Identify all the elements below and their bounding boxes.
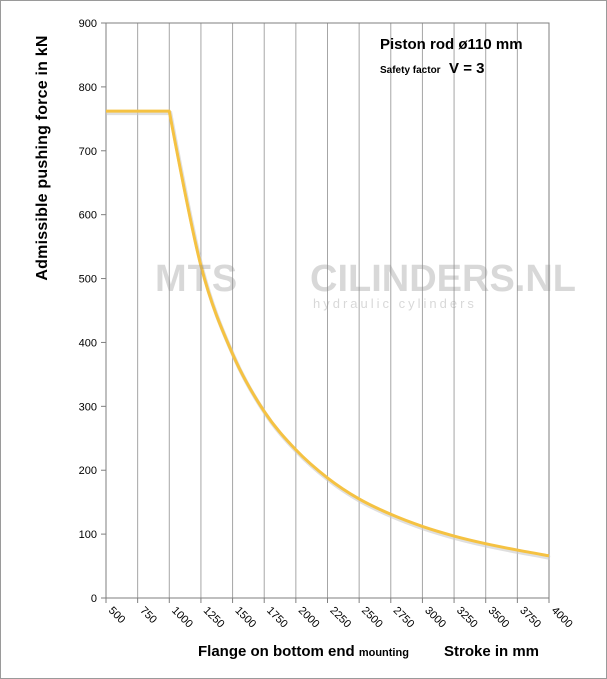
x-tick-label-750: 750 [138,605,159,626]
x-axis-title-left: Flange on bottom end mounting [198,643,409,660]
y-tick-label-0: 0 [91,593,97,605]
safety-factor: Safety factor V = 3 [380,60,484,78]
y-tick-label-700: 700 [79,146,97,158]
chart-title: Piston rod ø110 mm [380,36,523,53]
series-line-0 [106,109,550,558]
safety-factor-value: V = 3 [449,60,485,77]
y-tick-label-900: 900 [79,18,97,30]
x-tick-label-2750: 2750 [391,605,417,631]
x-tick-label-2000: 2000 [296,605,322,631]
x-tick-label-1750: 1750 [264,605,290,631]
x-tick-label-3000: 3000 [422,605,448,631]
y-tick-label-500: 500 [79,274,97,286]
y-tick-label-300: 300 [79,401,97,413]
x-axis-title-main: Flange on bottom end [198,643,355,660]
x-tick-label-2500: 2500 [359,605,385,631]
y-axis-title: Admissible pushing force in kN [34,35,51,281]
series-line-shadow-0 [107,111,551,560]
x-axis-title-small: mounting [358,647,409,659]
y-tick-label-600: 600 [79,210,97,222]
y-tick-label-800: 800 [79,82,97,94]
safety-factor-label: Safety factor [380,65,441,76]
x-tick-label-1250: 1250 [201,605,227,631]
y-tick-label-200: 200 [79,465,97,477]
x-tick-label-4000: 4000 [549,605,575,631]
x-tick-label-1000: 1000 [169,605,195,631]
x-tick-label-3750: 3750 [517,605,543,631]
y-tick-label-400: 400 [79,337,97,349]
x-tick-label-500: 500 [106,605,127,626]
x-tick-label-3250: 3250 [454,605,480,631]
x-tick-label-1500: 1500 [232,605,258,631]
x-tick-label-2250: 2250 [327,605,353,631]
y-tick-label-100: 100 [79,529,97,541]
x-axis-title-right: Stroke in mm [444,643,540,660]
x-tick-label-3500: 3500 [486,605,512,631]
